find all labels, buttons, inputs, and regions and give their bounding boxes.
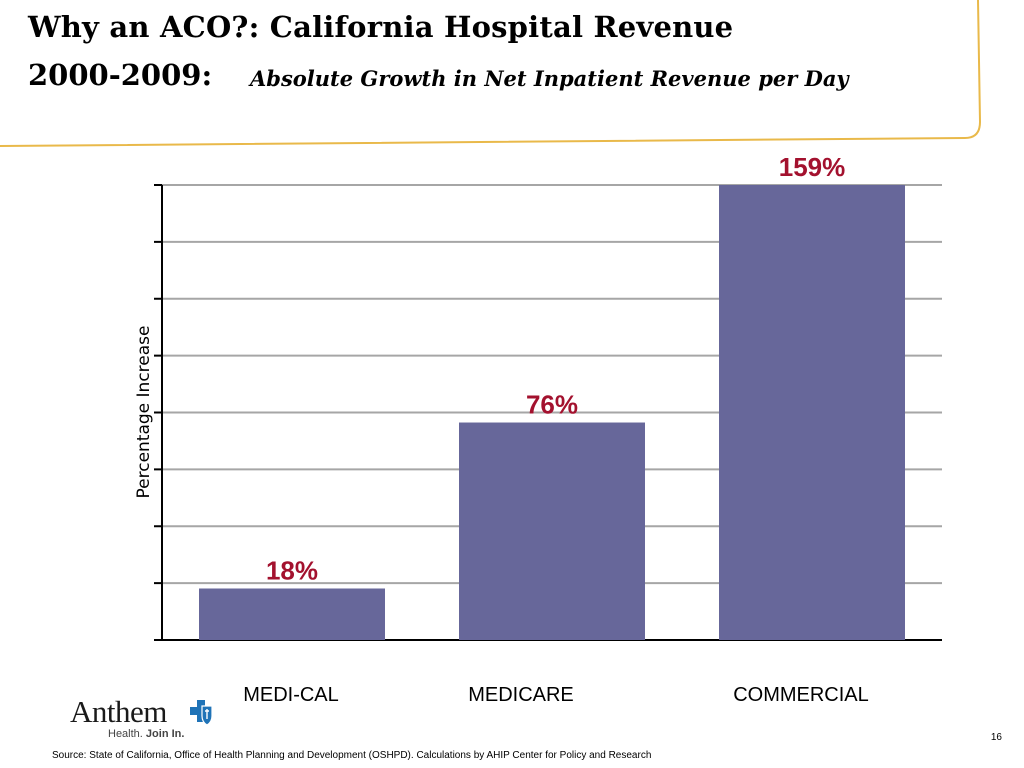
bar-medi-cal	[199, 588, 385, 640]
bar-commercial	[719, 185, 905, 640]
page-number: 16	[990, 732, 1002, 743]
bar-medicare	[459, 422, 645, 640]
title-frame	[0, 0, 982, 147]
source-note: Source: State of California, Office of H…	[52, 750, 652, 761]
title-years: 2000-2009:	[28, 58, 213, 92]
y-axis-label: Percentage Increase	[134, 325, 154, 499]
data-label-medi-cal: 18%	[266, 555, 318, 585]
page-title: Why an ACO?: California Hospital Revenue	[28, 10, 734, 44]
x-tick-label-medi-cal: MEDI-CAL	[243, 684, 339, 706]
blue-cross-shield-icon	[190, 700, 213, 726]
x-tick-label-commercial: COMMERCIAL	[733, 684, 869, 706]
logo-tagline: Health. Join In.	[108, 728, 185, 740]
anthem-logo: Anthem Health. Join In.	[70, 694, 240, 744]
x-tick-label-medicare: MEDICARE	[468, 684, 574, 706]
page-subtitle: Absolute Growth in Net Inpatient Revenue…	[250, 66, 849, 91]
data-label-medicare: 76%	[526, 390, 578, 420]
logo-wordmark: Anthem	[70, 694, 167, 729]
data-label-commercial: 159%	[779, 152, 846, 182]
